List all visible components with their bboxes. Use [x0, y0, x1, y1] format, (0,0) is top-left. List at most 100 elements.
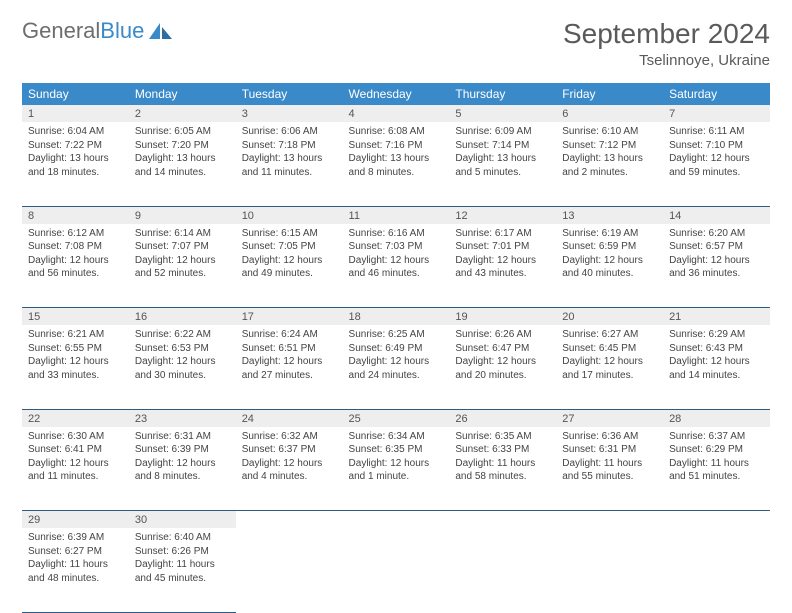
day-cell-body: Sunrise: 6:29 AMSunset: 6:43 PMDaylight:… [663, 325, 770, 386]
day-cell: Sunrise: 6:16 AMSunset: 7:03 PMDaylight:… [343, 224, 450, 308]
sunrise-text: Sunrise: 6:36 AM [562, 430, 657, 444]
calendar-header-row: Sunday Monday Tuesday Wednesday Thursday… [22, 83, 770, 105]
sunset-text: Sunset: 6:49 PM [349, 342, 444, 356]
day-cell-body: Sunrise: 6:10 AMSunset: 7:12 PMDaylight:… [556, 122, 663, 183]
daylight-text: Daylight: 13 hours [135, 152, 230, 166]
day-number-cell: 16 [129, 308, 236, 326]
day-cell-body: Sunrise: 6:36 AMSunset: 6:31 PMDaylight:… [556, 427, 663, 488]
sunrise-text: Sunrise: 6:15 AM [242, 227, 337, 241]
daylight-text: and 59 minutes. [669, 166, 764, 180]
sunrise-text: Sunrise: 6:39 AM [28, 531, 123, 545]
day-number-cell: 27 [556, 409, 663, 427]
day-number-cell: 5 [449, 105, 556, 122]
daylight-text: Daylight: 12 hours [242, 355, 337, 369]
daylight-text: Daylight: 12 hours [135, 457, 230, 471]
daylight-text: Daylight: 13 hours [349, 152, 444, 166]
day-number-cell: 17 [236, 308, 343, 326]
sunset-text: Sunset: 7:08 PM [28, 240, 123, 254]
day-cell-body: Sunrise: 6:37 AMSunset: 6:29 PMDaylight:… [663, 427, 770, 488]
day-number-cell: 4 [343, 105, 450, 122]
day-number-cell: 2 [129, 105, 236, 122]
day-cell-body: Sunrise: 6:05 AMSunset: 7:20 PMDaylight:… [129, 122, 236, 183]
day-cell: Sunrise: 6:19 AMSunset: 6:59 PMDaylight:… [556, 224, 663, 308]
day-number-row: 22232425262728 [22, 409, 770, 427]
sunset-text: Sunset: 6:41 PM [28, 443, 123, 457]
sunrise-text: Sunrise: 6:27 AM [562, 328, 657, 342]
day-number-cell: 22 [22, 409, 129, 427]
day-cell: Sunrise: 6:24 AMSunset: 6:51 PMDaylight:… [236, 325, 343, 409]
day-cell: Sunrise: 6:20 AMSunset: 6:57 PMDaylight:… [663, 224, 770, 308]
day-cell-body: Sunrise: 6:35 AMSunset: 6:33 PMDaylight:… [449, 427, 556, 488]
week-row: Sunrise: 6:04 AMSunset: 7:22 PMDaylight:… [22, 122, 770, 206]
sunrise-text: Sunrise: 6:14 AM [135, 227, 230, 241]
daylight-text: and 30 minutes. [135, 369, 230, 383]
daylight-text: Daylight: 11 hours [562, 457, 657, 471]
daylight-text: Daylight: 12 hours [455, 355, 550, 369]
sunset-text: Sunset: 7:01 PM [455, 240, 550, 254]
daylight-text: and 4 minutes. [242, 470, 337, 484]
week-row: Sunrise: 6:39 AMSunset: 6:27 PMDaylight:… [22, 528, 770, 612]
logo-text-gray: General [22, 18, 100, 44]
daylight-text: and 1 minute. [349, 470, 444, 484]
day-cell: Sunrise: 6:17 AMSunset: 7:01 PMDaylight:… [449, 224, 556, 308]
day-number-cell: 20 [556, 308, 663, 326]
sunset-text: Sunset: 6:31 PM [562, 443, 657, 457]
day-number-cell: 15 [22, 308, 129, 326]
day-cell: Sunrise: 6:21 AMSunset: 6:55 PMDaylight:… [22, 325, 129, 409]
sunset-text: Sunset: 6:27 PM [28, 545, 123, 559]
daylight-text: and 43 minutes. [455, 267, 550, 281]
day-header: Friday [556, 83, 663, 105]
daylight-text: and 48 minutes. [28, 572, 123, 586]
day-number-cell: 24 [236, 409, 343, 427]
daylight-text: and 11 minutes. [28, 470, 123, 484]
day-cell-body: Sunrise: 6:04 AMSunset: 7:22 PMDaylight:… [22, 122, 129, 183]
day-cell [663, 528, 770, 612]
daylight-text: and 55 minutes. [562, 470, 657, 484]
day-cell-body: Sunrise: 6:06 AMSunset: 7:18 PMDaylight:… [236, 122, 343, 183]
calendar-table: Sunday Monday Tuesday Wednesday Thursday… [22, 83, 770, 613]
day-cell-body: Sunrise: 6:40 AMSunset: 6:26 PMDaylight:… [129, 528, 236, 589]
sunrise-text: Sunrise: 6:21 AM [28, 328, 123, 342]
week-row: Sunrise: 6:30 AMSunset: 6:41 PMDaylight:… [22, 427, 770, 511]
daylight-text: Daylight: 12 hours [349, 254, 444, 268]
sunset-text: Sunset: 6:59 PM [562, 240, 657, 254]
day-cell: Sunrise: 6:36 AMSunset: 6:31 PMDaylight:… [556, 427, 663, 511]
daylight-text: and 40 minutes. [562, 267, 657, 281]
day-cell: Sunrise: 6:27 AMSunset: 6:45 PMDaylight:… [556, 325, 663, 409]
calendar-body: 1234567Sunrise: 6:04 AMSunset: 7:22 PMDa… [22, 105, 770, 612]
day-cell-body: Sunrise: 6:34 AMSunset: 6:35 PMDaylight:… [343, 427, 450, 488]
sunset-text: Sunset: 6:45 PM [562, 342, 657, 356]
day-cell [449, 528, 556, 612]
sunrise-text: Sunrise: 6:40 AM [135, 531, 230, 545]
day-number-cell: 18 [343, 308, 450, 326]
sunset-text: Sunset: 7:16 PM [349, 139, 444, 153]
daylight-text: Daylight: 12 hours [669, 355, 764, 369]
sunrise-text: Sunrise: 6:31 AM [135, 430, 230, 444]
daylight-text: Daylight: 12 hours [28, 355, 123, 369]
day-header: Tuesday [236, 83, 343, 105]
sunrise-text: Sunrise: 6:12 AM [28, 227, 123, 241]
day-cell: Sunrise: 6:26 AMSunset: 6:47 PMDaylight:… [449, 325, 556, 409]
day-cell: Sunrise: 6:40 AMSunset: 6:26 PMDaylight:… [129, 528, 236, 612]
day-cell-body: Sunrise: 6:16 AMSunset: 7:03 PMDaylight:… [343, 224, 450, 285]
day-number-row: 2930 [22, 511, 770, 529]
day-cell-body: Sunrise: 6:09 AMSunset: 7:14 PMDaylight:… [449, 122, 556, 183]
day-number-cell [343, 511, 450, 529]
day-number-cell: 25 [343, 409, 450, 427]
daylight-text: and 52 minutes. [135, 267, 230, 281]
daylight-text: Daylight: 12 hours [562, 254, 657, 268]
daylight-text: and 17 minutes. [562, 369, 657, 383]
day-number-cell: 3 [236, 105, 343, 122]
sunrise-text: Sunrise: 6:34 AM [349, 430, 444, 444]
daylight-text: and 8 minutes. [135, 470, 230, 484]
day-number-cell: 7 [663, 105, 770, 122]
page-header: GeneralBlue September 2024 Tselinnoye, U… [22, 18, 770, 69]
day-number-cell: 13 [556, 206, 663, 224]
day-cell-body: Sunrise: 6:27 AMSunset: 6:45 PMDaylight:… [556, 325, 663, 386]
sunrise-text: Sunrise: 6:17 AM [455, 227, 550, 241]
daylight-text: and 24 minutes. [349, 369, 444, 383]
sunset-text: Sunset: 6:29 PM [669, 443, 764, 457]
day-cell: Sunrise: 6:29 AMSunset: 6:43 PMDaylight:… [663, 325, 770, 409]
sunrise-text: Sunrise: 6:10 AM [562, 125, 657, 139]
daylight-text: and 27 minutes. [242, 369, 337, 383]
